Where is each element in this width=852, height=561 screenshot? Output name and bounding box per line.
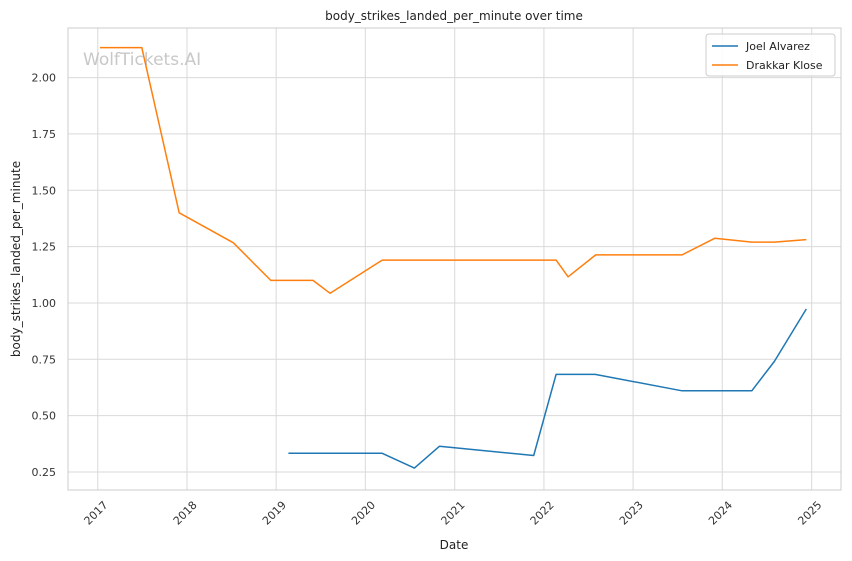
x-axis-tick-labels: 2017 2018 2019 2020 2021 2022 2023 2024 2025 — [82, 499, 825, 528]
y-tick-label: 0.75 — [32, 353, 57, 366]
legend-label: Drakkar Klose — [746, 59, 823, 72]
x-axis-label: Date — [440, 538, 469, 552]
y-tick-label: 1.75 — [32, 128, 57, 141]
x-tick-label: 2022 — [528, 499, 557, 528]
legend: Joel Alvarez Drakkar Klose — [705, 33, 836, 77]
chart-title: body_strikes_landed_per_minute over time — [325, 9, 583, 23]
series-line-0 — [288, 308, 807, 469]
grid-lines — [68, 28, 841, 490]
x-tick-label: 2024 — [706, 499, 735, 528]
plot-area-frame — [67, 27, 842, 491]
x-tick-label: 2017 — [82, 499, 111, 528]
series-line-1 — [100, 46, 807, 295]
x-tick-label: 2019 — [260, 499, 289, 528]
x-tick-label: 2025 — [795, 499, 824, 528]
x-tick-label: 2023 — [617, 499, 646, 528]
y-axis-tick-labels: 0.25 0.50 0.75 1.00 1.25 1.50 1.75 2.00 — [32, 72, 57, 479]
watermark-text: WolfTickets.AI — [83, 50, 201, 70]
y-axis-label: body_strikes_landed_per_minute — [9, 161, 23, 357]
series-lines — [100, 46, 807, 469]
x-tick-label: 2020 — [349, 499, 378, 528]
y-tick-label: 0.50 — [32, 410, 57, 423]
y-tick-label: 1.25 — [32, 241, 57, 254]
y-tick-label: 0.25 — [32, 466, 57, 479]
x-tick-label: 2018 — [171, 499, 200, 528]
x-tick-label: 2021 — [439, 499, 468, 528]
y-tick-label: 1.50 — [32, 184, 57, 197]
legend-box — [705, 33, 836, 77]
legend-label: Joel Alvarez — [745, 40, 810, 53]
y-tick-label: 1.00 — [32, 297, 57, 310]
y-tick-label: 2.00 — [32, 72, 57, 85]
